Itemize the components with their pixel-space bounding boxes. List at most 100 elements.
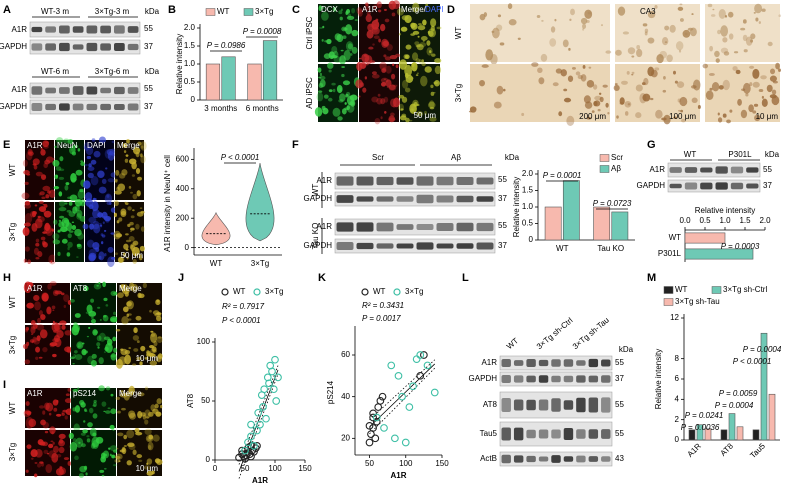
micrograph-detail — [429, 116, 437, 122]
micrograph-detail — [53, 219, 58, 225]
point — [260, 385, 269, 394]
band — [59, 103, 70, 111]
y-tick-label: 4 — [675, 394, 680, 403]
micrograph-detail — [35, 257, 40, 260]
micrograph-detail — [323, 94, 329, 99]
micrograph-detail — [135, 431, 143, 436]
micrograph-detail — [23, 169, 30, 175]
micrograph-detail — [139, 207, 143, 209]
micrograph-detail — [43, 162, 49, 169]
micrograph-detail — [493, 101, 502, 109]
micrograph-detail — [496, 85, 504, 95]
micrograph-detail — [479, 79, 485, 87]
micrograph-detail — [146, 353, 151, 357]
micrograph-detail — [114, 458, 121, 463]
y-tick-label: WT — [669, 233, 682, 242]
micrograph-detail — [376, 3, 380, 5]
micrograph-detail — [128, 185, 132, 189]
micrograph-detail — [86, 438, 91, 443]
point — [420, 351, 428, 359]
micrograph-detail — [52, 233, 60, 240]
micrograph-detail — [29, 339, 35, 343]
scale-label: 10 μm — [756, 112, 779, 121]
micrograph-detail — [605, 50, 612, 54]
micrograph-detail — [144, 428, 152, 436]
x-tick-label: 3×Tg — [251, 259, 269, 268]
micrograph-detail — [582, 64, 586, 69]
band — [416, 224, 434, 230]
micrograph-detail — [143, 465, 151, 470]
micrograph-detail — [613, 84, 620, 92]
micrograph-detail — [76, 209, 83, 218]
micrograph-detail — [113, 200, 119, 207]
micrograph-detail — [536, 15, 541, 19]
micrograph-detail — [644, 31, 648, 36]
micrograph-detail — [121, 316, 129, 325]
micrograph-detail — [112, 336, 117, 342]
micrograph-detail — [112, 449, 118, 453]
micrograph-detail — [148, 353, 156, 358]
row-label: 3×Tg — [8, 223, 17, 241]
band — [513, 399, 524, 411]
micrograph-detail — [67, 233, 72, 239]
micrograph-detail — [98, 282, 101, 284]
kda: 37 — [615, 374, 624, 383]
x-axis-label: A1R — [252, 476, 268, 485]
column-label: AT8 — [73, 284, 88, 293]
micrograph-detail — [631, 73, 634, 76]
micrograph-detail — [105, 386, 111, 391]
micrograph-detail — [83, 420, 86, 423]
band — [700, 182, 713, 190]
micrograph-detail — [745, 36, 753, 46]
micrograph-detail — [144, 386, 149, 391]
micrograph-detail — [88, 248, 97, 258]
group-label: Scr — [372, 153, 384, 162]
micrograph-detail — [126, 256, 129, 260]
micrograph-detail — [563, 88, 568, 92]
micrograph-detail — [771, 89, 777, 95]
micrograph-detail — [115, 329, 121, 332]
micrograph-detail — [84, 163, 88, 167]
micrograph-detail — [125, 202, 129, 206]
micrograph-detail — [42, 241, 48, 248]
micrograph-detail — [380, 116, 383, 120]
micrograph-detail — [88, 163, 92, 168]
micrograph-detail — [53, 334, 61, 343]
micrograph-detail — [390, 112, 395, 117]
micrograph-detail — [412, 30, 420, 35]
micrograph-detail — [88, 326, 91, 329]
micrograph-detail — [88, 216, 97, 224]
micrograph-detail — [560, 69, 567, 77]
micrograph-detail — [123, 434, 128, 440]
row-label: ActB — [480, 454, 497, 463]
micrograph-detail — [117, 256, 124, 263]
micrograph-detail — [368, 46, 374, 50]
y-tick-label: 0 — [529, 235, 534, 244]
micrograph-detail — [327, 97, 333, 102]
band — [336, 176, 354, 186]
point — [238, 446, 246, 455]
bar — [221, 56, 236, 101]
micrograph-detail — [588, 66, 592, 69]
micrograph-detail — [104, 193, 113, 204]
band — [45, 43, 56, 51]
micrograph-detail — [383, 96, 389, 103]
micrograph-detail — [635, 84, 643, 92]
micrograph-detail — [415, 74, 419, 77]
micrograph-detail — [111, 454, 116, 459]
micrograph-detail — [86, 304, 93, 314]
x-tick-label: 150 — [435, 459, 449, 468]
micrograph-detail — [137, 410, 143, 419]
band — [563, 427, 574, 441]
micrograph-detail — [53, 185, 60, 190]
micrograph-detail — [388, 84, 397, 91]
micrograph-detail — [681, 118, 686, 123]
y-tick-label: 6 — [675, 374, 680, 383]
micrograph-detail — [81, 342, 85, 345]
micrograph-detail — [24, 200, 31, 206]
micrograph-detail — [778, 14, 782, 18]
bar — [736, 426, 744, 441]
micrograph-detail — [775, 62, 780, 70]
micrograph-detail — [666, 54, 673, 63]
